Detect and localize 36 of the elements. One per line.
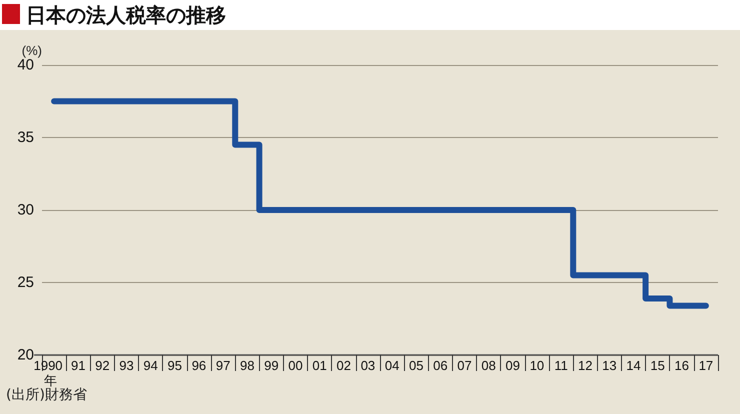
x-tick-label: 01 bbox=[312, 358, 327, 373]
chart-title: 日本の法人税率の推移 bbox=[26, 2, 226, 29]
x-tick-label: 91 bbox=[70, 358, 86, 373]
x-tick-label: 97 bbox=[216, 358, 230, 373]
x-tick-label: 11 bbox=[554, 358, 568, 373]
y-tick-label: 35 bbox=[17, 129, 34, 146]
x-tick-label: 15 bbox=[650, 358, 665, 373]
text: (出所)財務省 bbox=[6, 386, 87, 404]
x-tick-label: 00 bbox=[288, 358, 303, 373]
x-tick-label: 14 bbox=[626, 358, 641, 373]
x-tick-label: 05 bbox=[408, 358, 424, 373]
x-tick-label: 08 bbox=[481, 358, 496, 373]
x-tick-label: 10 bbox=[530, 358, 544, 373]
x-tick-label: 12 bbox=[578, 358, 592, 373]
x-tick-label: 03 bbox=[360, 358, 376, 373]
x-tick-label: 96 bbox=[192, 358, 206, 373]
x-tick-label: 93 bbox=[119, 358, 134, 373]
y-tick-label: 30 bbox=[17, 202, 34, 218]
x-axis-title: 年 bbox=[44, 374, 58, 389]
x-tick-label: 16 bbox=[674, 358, 690, 373]
y-tick-label: 25 bbox=[17, 274, 34, 291]
x-tick-label: 17 bbox=[698, 358, 714, 373]
x-tick-label: 06 bbox=[433, 358, 448, 373]
x-tick-label: 92 bbox=[95, 358, 110, 373]
x-tick-label: 09 bbox=[506, 358, 520, 373]
x-tick-label: 95 bbox=[168, 358, 182, 373]
x-tick-label: 98 bbox=[240, 358, 254, 373]
x-tick-label: 07 bbox=[457, 358, 472, 373]
x-tick-label: 04 bbox=[384, 358, 400, 373]
y-tick-label: 20 bbox=[17, 346, 34, 364]
x-tick-label: 13 bbox=[602, 358, 617, 373]
x-tick-label: 02 bbox=[336, 358, 352, 373]
x-tick-label: 99 bbox=[264, 358, 279, 373]
y-tick-label: 40 bbox=[17, 56, 34, 74]
x-tick-label: 94 bbox=[143, 358, 158, 373]
y-axis-title: (%) bbox=[22, 43, 42, 58]
